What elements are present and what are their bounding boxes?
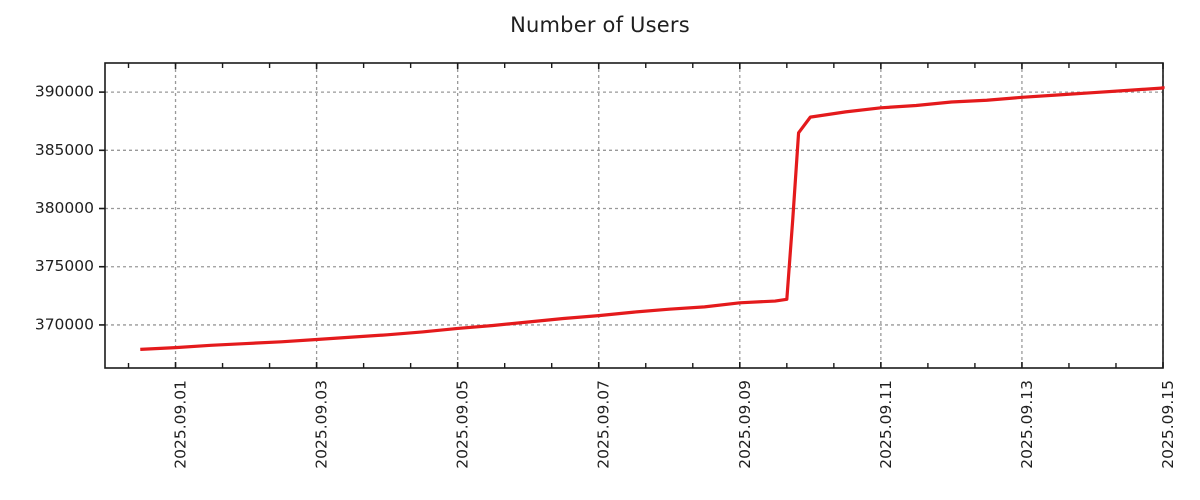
x-axis-tick-label: 2025.09.11 <box>877 380 895 469</box>
x-axis-tick-label: 2025.09.03 <box>313 380 331 469</box>
y-axis-tick-label: 385000 <box>35 141 94 159</box>
x-gridlines <box>174 63 1164 368</box>
x-axis-tick-label: 2025.09.15 <box>1159 380 1177 469</box>
x-axis-tick-label: 2025.09.07 <box>595 380 613 469</box>
y-axis-tick-label: 390000 <box>35 83 94 101</box>
x-axis-tick-label: 2025.09.09 <box>736 380 754 469</box>
chart-title: Number of Users <box>510 13 690 37</box>
x-axis-tick-labels: 2025.09.01 2025.09.03 2025.09.05 2025.09.07… <box>172 380 1177 469</box>
data-series-line <box>140 86 1165 351</box>
x-axis-ticks <box>174 63 1164 368</box>
y-axis-tick-labels: 370000 375000 380000 385000 390000 <box>35 83 94 334</box>
y-gridlines <box>105 91 1163 326</box>
x-axis-tick-label: 2025.09.13 <box>1018 380 1036 469</box>
y-axis-tick-label: 375000 <box>35 257 94 275</box>
plot-frame <box>104 62 1164 369</box>
x-axis-tick-label: 2025.09.05 <box>454 380 472 469</box>
y-axis-tick-label: 370000 <box>35 315 94 333</box>
x-axis-minor-ticks <box>127 63 1117 368</box>
y-axis-ticks <box>99 91 105 326</box>
x-axis-tick-label: 2025.09.01 <box>172 380 190 469</box>
y-axis-tick-label: 380000 <box>35 199 94 217</box>
